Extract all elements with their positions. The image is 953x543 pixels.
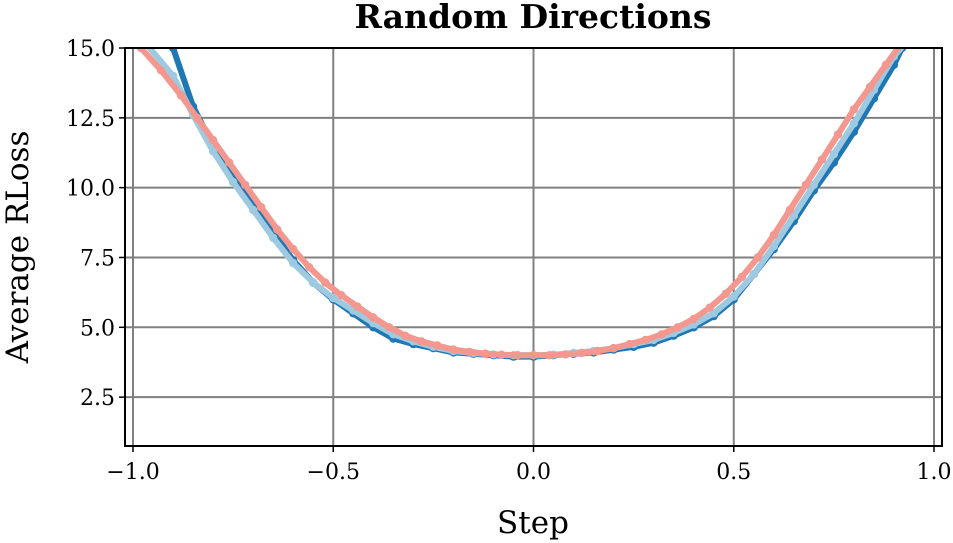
data-point <box>481 349 490 358</box>
data-point <box>465 347 474 357</box>
data-point <box>721 289 730 298</box>
data-point <box>337 291 346 300</box>
x-tick-label: −1.0 <box>106 460 159 485</box>
data-point <box>269 233 278 243</box>
data-point <box>329 293 338 303</box>
data-point <box>353 302 362 311</box>
data-point <box>577 348 586 358</box>
data-point <box>849 105 859 114</box>
data-point <box>769 242 778 251</box>
data-point <box>240 180 250 190</box>
data-point <box>228 177 238 187</box>
data-point <box>749 270 758 279</box>
data-point <box>449 345 458 354</box>
data-point <box>309 278 318 287</box>
data-point <box>224 158 234 167</box>
data-point <box>673 323 682 332</box>
y-tick-label: 7.5 <box>80 246 115 271</box>
data-point <box>513 351 522 360</box>
series-3 <box>136 38 906 360</box>
data-point <box>192 113 202 123</box>
data-point <box>545 351 554 360</box>
y-tick-label: 2.5 <box>80 386 115 411</box>
data-point <box>561 350 570 359</box>
data-point <box>385 323 394 332</box>
data-point <box>753 253 762 262</box>
data-point <box>497 350 506 359</box>
data-point <box>529 351 538 360</box>
series-1 <box>168 48 907 361</box>
data-point <box>817 155 827 164</box>
data-point <box>833 130 843 139</box>
data-point <box>176 91 186 100</box>
y-tick-label: 15.0 <box>66 37 115 62</box>
data-point <box>785 205 794 215</box>
data-point <box>168 71 178 81</box>
data-point <box>417 337 426 346</box>
y-axis: 2.5 5.0 7.5 10.0 12.5 15.0 <box>66 37 125 411</box>
y-tick-label: 12.5 <box>66 107 115 132</box>
data-point <box>769 230 778 240</box>
y-tick-label: 5.0 <box>80 316 115 341</box>
data-point <box>829 149 839 159</box>
data-point <box>881 60 891 69</box>
data-point <box>865 82 875 92</box>
grid <box>125 47 942 446</box>
data-point <box>689 314 698 324</box>
data-point <box>809 180 818 190</box>
data-point <box>401 331 410 340</box>
data-point <box>136 48 146 53</box>
data-point <box>705 303 714 312</box>
data-point <box>305 263 314 272</box>
series-group <box>136 38 910 361</box>
data-point <box>208 147 218 156</box>
y-tick-label: 10.0 <box>66 177 115 202</box>
series-line <box>169 48 905 360</box>
x-tick-label: 1.0 <box>916 460 951 485</box>
data-point <box>902 38 910 46</box>
data-point <box>168 48 178 53</box>
data-point <box>729 292 738 301</box>
data-point <box>433 341 442 350</box>
series-line <box>145 48 906 359</box>
x-tick-label: 0.5 <box>716 460 751 485</box>
data-point <box>249 205 258 215</box>
data-point <box>369 313 378 322</box>
data-point <box>609 344 618 353</box>
data-point <box>156 66 166 75</box>
y-axis-label: Average RLoss <box>0 131 36 365</box>
data-point <box>141 38 149 46</box>
data-point <box>593 346 602 356</box>
data-point <box>801 180 810 190</box>
data-point <box>625 339 634 349</box>
data-point <box>273 225 282 234</box>
x-axis: −1.0 −0.5 0.0 0.5 1.0 <box>106 446 951 485</box>
data-point <box>737 272 746 282</box>
data-point <box>257 203 266 212</box>
data-point <box>641 335 650 345</box>
data-point <box>289 258 298 268</box>
data-point <box>289 244 298 254</box>
data-point <box>657 330 666 339</box>
data-point <box>898 38 906 46</box>
series-line <box>138 48 902 359</box>
x-tick-label: 0.0 <box>516 460 551 485</box>
chart-title: Random Directions <box>354 0 711 36</box>
x-tick-label: −0.5 <box>307 460 360 485</box>
data-point <box>849 119 859 128</box>
data-point <box>321 278 330 287</box>
data-point <box>208 136 218 145</box>
x-axis-label: Step <box>497 505 569 541</box>
